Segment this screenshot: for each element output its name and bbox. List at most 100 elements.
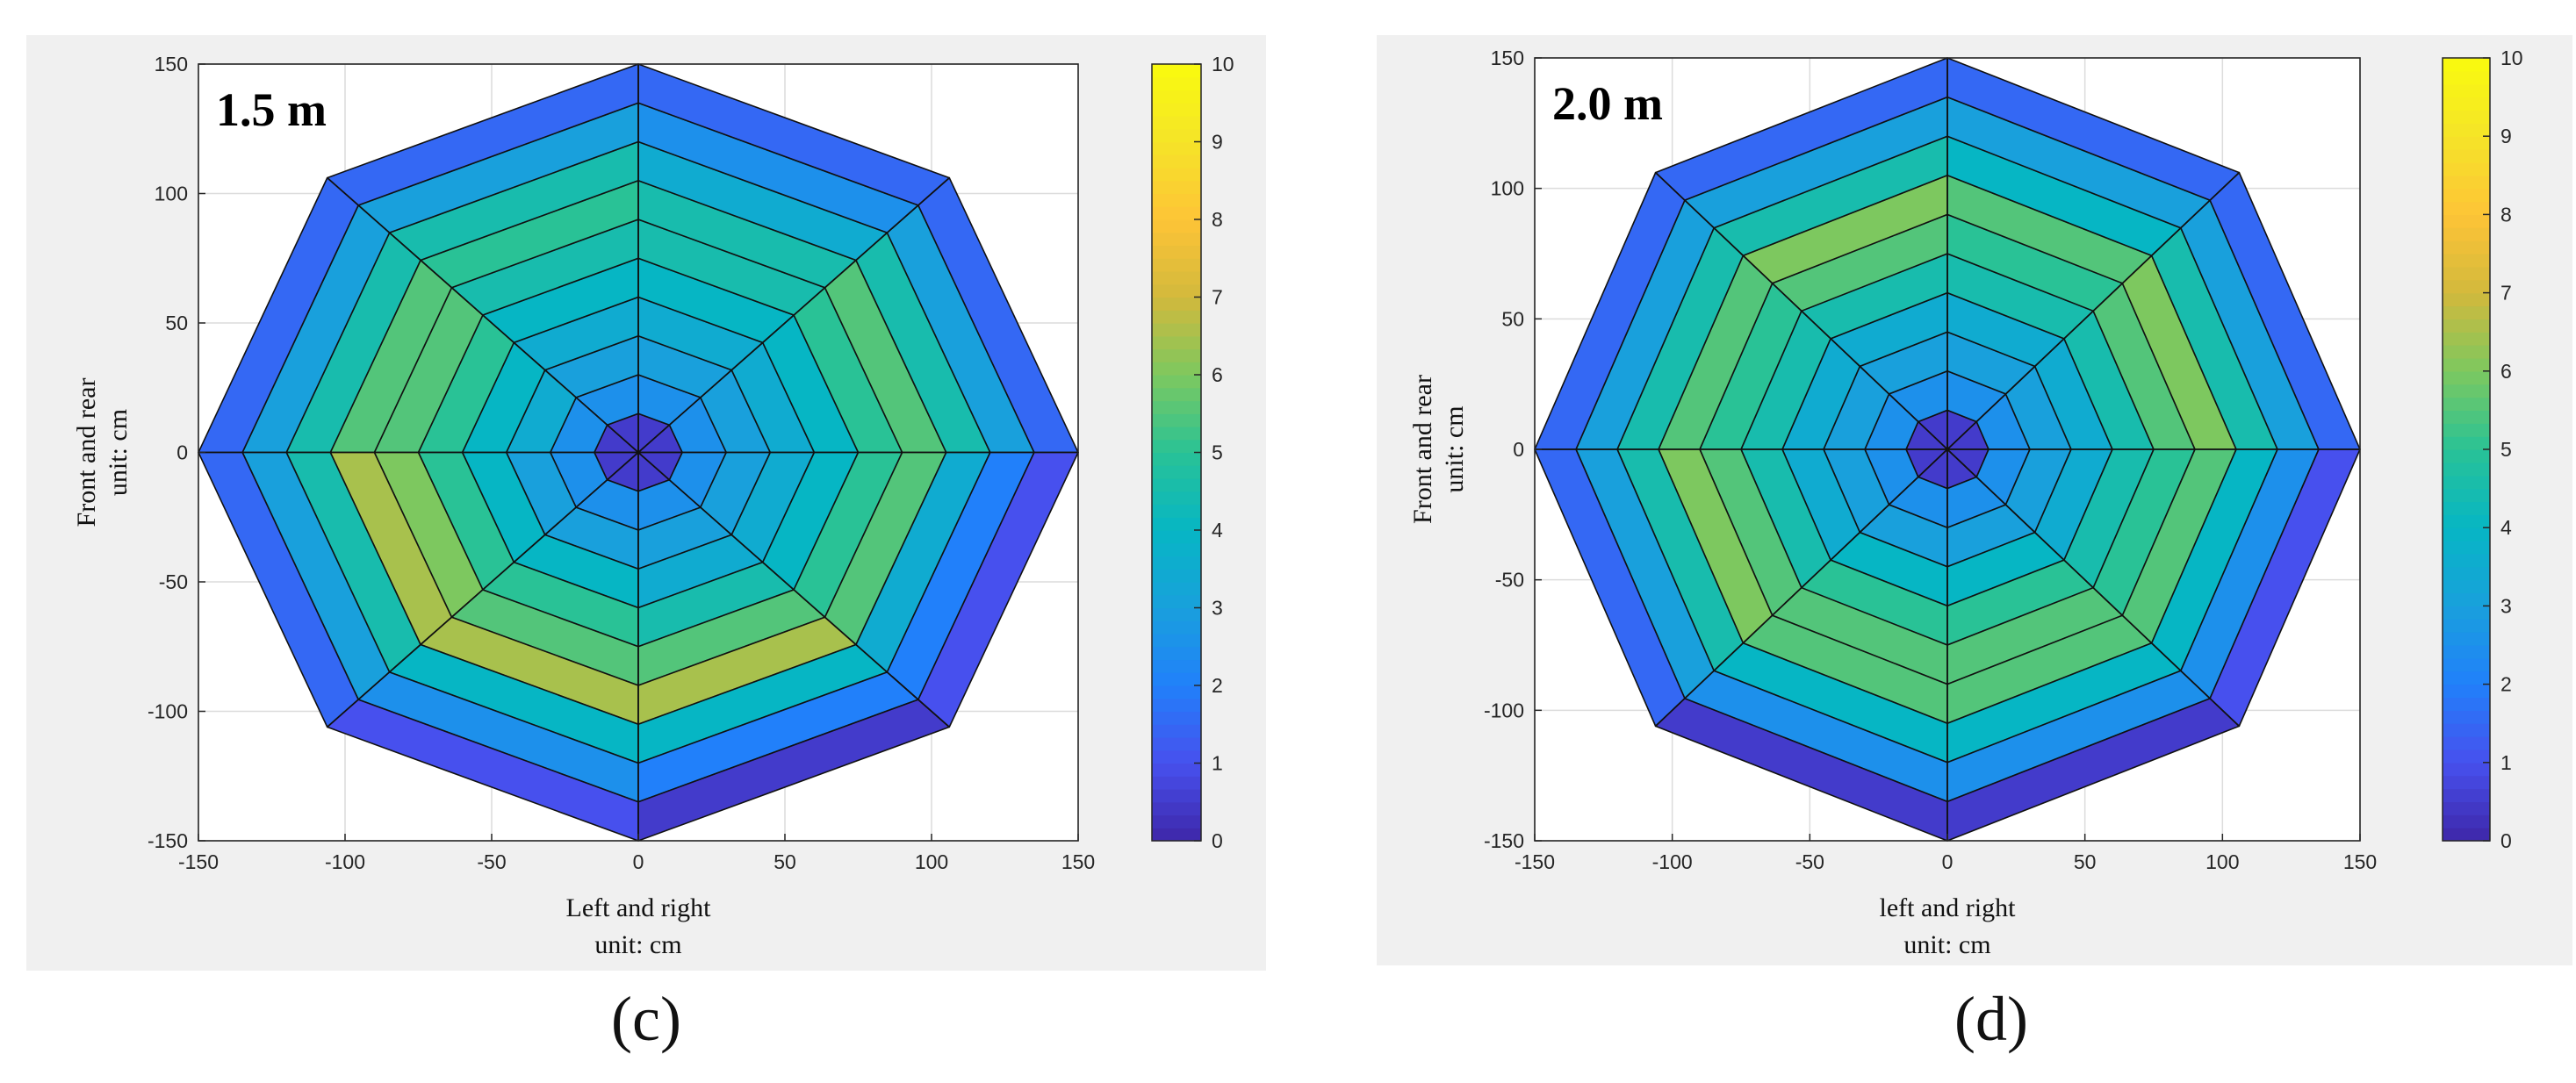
colorbar-tick-label: 9 [2500,125,2512,147]
colorbar-segment [2443,357,2490,372]
colorbar-tick-label: 7 [2500,282,2512,305]
x-tick-label: 100 [2205,850,2239,873]
colorbar-segment [1152,620,1201,635]
colorbar-segment [1152,283,1201,298]
colorbar-tick-label: 0 [2500,829,2512,852]
colorbar-segment [1152,310,1201,324]
colorbar-segment [1152,168,1201,182]
colorbar-segment [2443,592,2490,606]
colorbar-tick-label: 3 [1212,597,1223,620]
colorbar-segment [1152,64,1201,78]
y-tick-label: -150 [148,829,188,852]
y-tick-label: -150 [1484,829,1524,852]
colorbar-segment [2443,488,2490,503]
radial-spoke [1946,172,2240,450]
radial-spoke [327,177,639,454]
y-tick-label: 50 [1501,307,1524,330]
colorbar-segment [2443,266,2490,281]
x-tick-label: -150 [1515,850,1555,873]
y-tick-label: 50 [165,312,188,334]
colorbar-segment [1152,258,1201,272]
colorbar-segment [2443,801,2490,815]
colorbar-segment [1152,452,1201,466]
colorbar-segment [2443,227,2490,241]
chart-c-svg: -150 -100 -50 0 50 100 150-150-100-50050100150… [72,53,1234,959]
colorbar-segment [1152,634,1201,648]
y-tick-label: 100 [1491,177,1524,200]
colorbar-segment [1152,556,1201,570]
colorbar-segment [1152,128,1201,143]
y-tick-label: 150 [1491,47,1524,69]
colorbar-segment [1152,348,1201,362]
y-tick-label: 0 [1513,438,1524,461]
colorbar-segment [1152,232,1201,247]
colorbar-segment [1152,828,1201,842]
colorbar-segment [2443,254,2490,268]
colorbar-segment [2443,501,2490,515]
y-tick-label: 0 [176,441,188,464]
colorbar-segment [1152,801,1201,816]
colorbar-segment [1152,180,1201,195]
x-tick-label: -150 [178,850,219,873]
colorbar-segment [2443,527,2490,542]
colorbar-segment [1152,76,1201,91]
colorbar-segment [2443,814,2490,828]
chart-d-svg: -150 -100 -50 0 50 100 150-150-100-50050100150… [1408,47,2523,959]
colorbar-segment [1152,323,1201,337]
colorbar-segment [2443,475,2490,490]
y-axis-unit: unit: cm [104,409,133,496]
colorbar-tick-label: 4 [2500,516,2512,539]
colorbar-segment [1152,387,1201,402]
colorbar-segment [2443,175,2490,190]
y-axis-label: Front and rear [72,378,101,527]
y-tick-label: -50 [1495,569,1524,592]
x-axis-unit: unit: cm [1903,930,1990,959]
colorbar-segment [1152,271,1201,285]
colorbar-segment [2443,123,2490,137]
colorbar-tick-label: 5 [1212,441,1223,464]
colorbar-segment [1152,607,1201,621]
colorbar-segment [2443,423,2490,437]
x-tick-label: -50 [477,850,506,873]
colorbar-segment [2443,97,2490,111]
colorbar-segment [1152,297,1201,311]
height-annotation: 2.0 m [1552,77,1663,130]
colorbar-segment [2443,657,2490,672]
colorbar-segment [1152,116,1201,130]
colorbar-segment [1152,206,1201,220]
colorbar-segment [1152,659,1201,673]
colorbar-segment [2443,397,2490,411]
radial-spoke [1655,172,1948,450]
panel-label-d: (d) [1954,984,2028,1054]
colorbar-segment [1152,737,1201,751]
colorbar-segment [2443,110,2490,124]
colorbar-segment [2443,149,2490,163]
colorbar-segment [2443,319,2490,333]
y-tick-label: -50 [159,570,188,593]
colorbar-tick-label: 2 [1212,674,1223,697]
colorbar-segment [1152,154,1201,169]
colorbar-segment [2443,292,2490,307]
colorbar-segment [2443,332,2490,346]
colorbar-segment [2443,201,2490,215]
colorbar-segment [1152,749,1201,764]
colorbar-segment [2443,83,2490,98]
colorbar-segment [1152,335,1201,350]
colorbar-tick-label: 1 [1212,752,1223,775]
height-annotation: 1.5 m [216,83,327,136]
colorbar-tick-label: 10 [1212,53,1234,75]
colorbar-segment [1152,504,1201,518]
colorbar-segment [1152,427,1201,441]
colorbar-segment [2443,579,2490,594]
colorbar-tick-label: 7 [1212,286,1223,309]
colorbar-segment [1152,582,1201,596]
colorbar-segment [1152,763,1201,777]
x-tick-label: 150 [1061,850,1095,873]
chart-panel-d: -150 -100 -50 0 50 100 150 -150 -100 -50 0 50 100 150… [1377,35,2572,965]
colorbar-segment [2443,188,2490,203]
colorbar-tick-label: 2 [2500,673,2512,696]
colorbar-segment [2443,736,2490,750]
colorbar-segment [2443,606,2490,620]
colorbar-segment [1152,439,1201,454]
colorbar-segment [1152,646,1201,661]
